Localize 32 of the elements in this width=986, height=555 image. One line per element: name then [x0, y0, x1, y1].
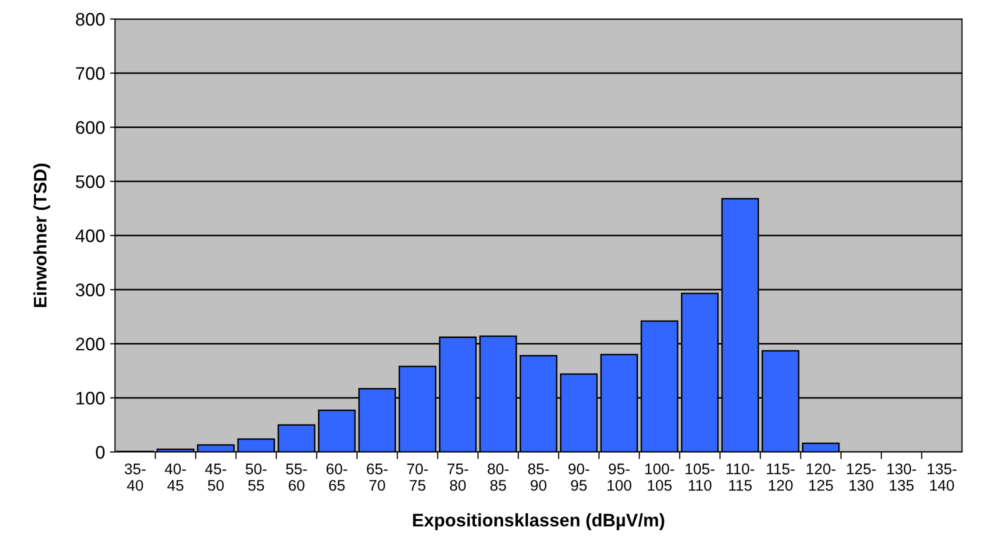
- x-tick-label: 90- 95: [568, 464, 590, 491]
- x-tick-label: 45- 50: [205, 464, 226, 491]
- x-tick-label: 125- 130: [847, 464, 876, 491]
- x-tick-label: 55- 60: [286, 464, 307, 491]
- x-tick-label: 35- 40: [124, 464, 146, 491]
- x-tick-label: 135- 140: [928, 464, 956, 491]
- y-tick-label: 700: [76, 67, 105, 80]
- x-tick-label: 120- 125: [806, 464, 836, 491]
- y-tick-label: 100: [76, 392, 105, 405]
- x-tick-label: 85- 90: [528, 464, 549, 491]
- y-tick-label: 500: [76, 175, 105, 188]
- x-tick-label: 75- 80: [448, 464, 468, 491]
- x-tick-label: 70- 75: [407, 464, 428, 491]
- x-axis-title: Expositionsklassen (dBµV/m): [413, 513, 664, 530]
- x-tick-label: 130- 135: [887, 464, 916, 491]
- x-tick-label: 65- 70: [366, 464, 388, 491]
- y-tick-label: 300: [76, 284, 105, 296]
- x-tick-label: 115- 120: [766, 464, 795, 491]
- y-tick-label: 600: [76, 121, 105, 134]
- y-axis-title: Einwohner (TSD): [33, 164, 50, 308]
- x-tick-label: 110- 115: [726, 464, 754, 491]
- x-tick-label: 80- 85: [488, 464, 509, 491]
- x-tick-label: 60- 65: [326, 464, 348, 491]
- y-tick-label: 200: [76, 338, 105, 350]
- x-tick-label: 105- 110: [686, 464, 714, 491]
- x-tick-label: 95- 100: [608, 464, 632, 491]
- y-tick-label: 400: [76, 229, 105, 242]
- x-tick-label: 50- 55: [246, 464, 267, 491]
- x-tick-label: 40- 45: [164, 464, 186, 491]
- x-tick-label: 100- 105: [645, 464, 674, 491]
- y-tick-label: 800: [76, 12, 105, 26]
- y-tick-label: 0: [96, 446, 105, 459]
